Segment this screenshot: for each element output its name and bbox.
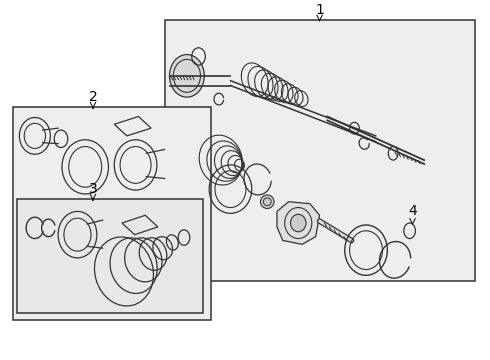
Polygon shape bbox=[277, 202, 319, 244]
Text: 4: 4 bbox=[408, 204, 417, 218]
Text: 2: 2 bbox=[89, 90, 98, 104]
Text: 1: 1 bbox=[315, 3, 324, 17]
Ellipse shape bbox=[291, 214, 306, 232]
Text: 3: 3 bbox=[89, 182, 98, 196]
Bar bbox=[165, 20, 474, 281]
Bar bbox=[18, 199, 203, 313]
Bar bbox=[13, 107, 211, 320]
Ellipse shape bbox=[170, 55, 204, 97]
Ellipse shape bbox=[261, 195, 274, 208]
